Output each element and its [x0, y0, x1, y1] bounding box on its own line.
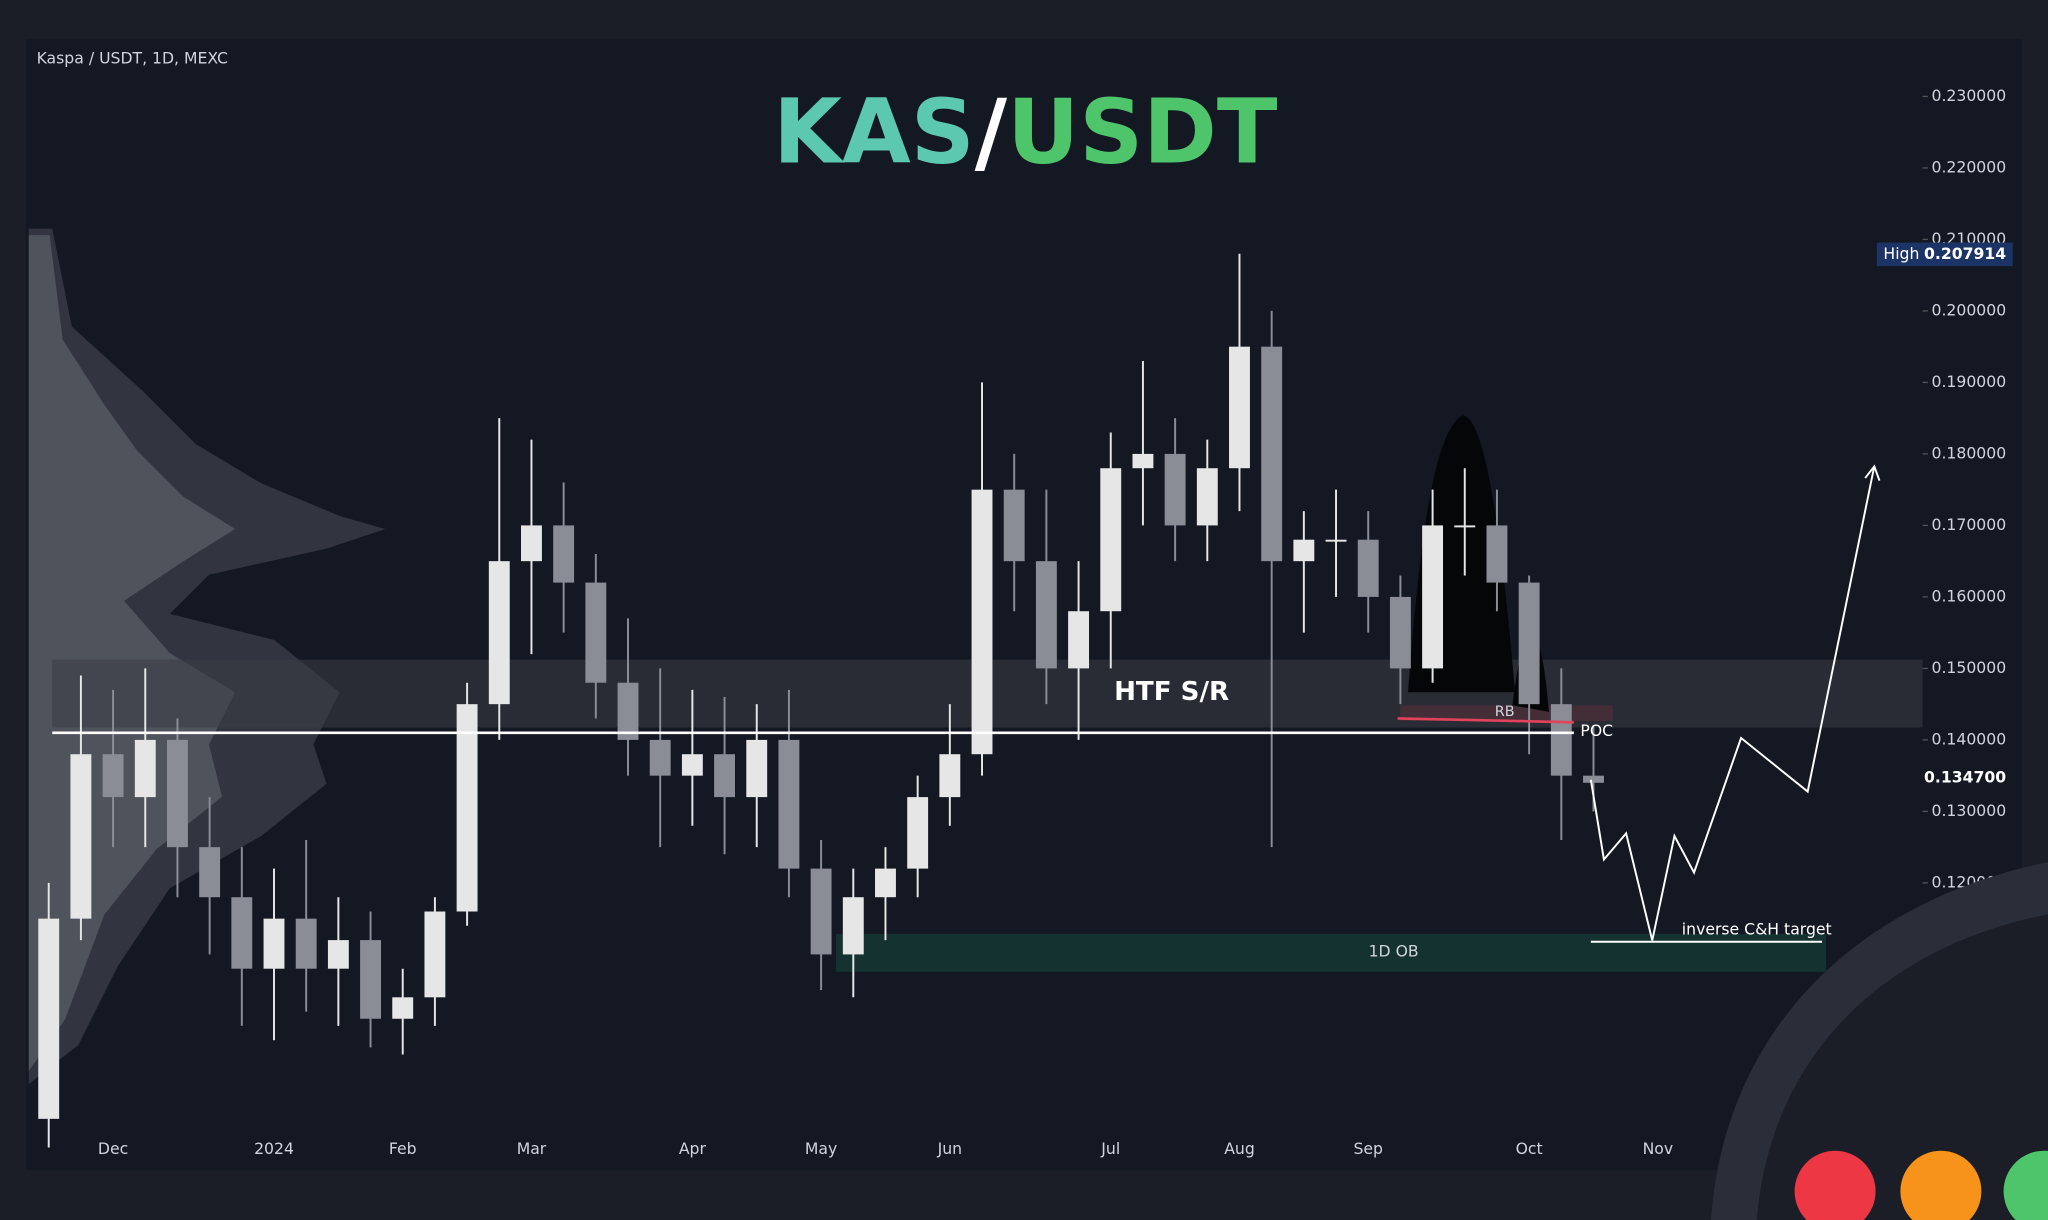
- x-tick-label: 2024: [254, 1139, 294, 1158]
- x-tick-label: Dec: [98, 1139, 128, 1158]
- candle-body: [939, 754, 961, 798]
- candle-body: [1454, 525, 1476, 528]
- candle-body: [1068, 611, 1090, 669]
- candle-body: [456, 704, 478, 912]
- candle-body: [617, 682, 639, 740]
- y-tick-label: 0.230000: [1931, 86, 2006, 105]
- candle-body: [521, 525, 542, 562]
- candle-body: [1261, 346, 1283, 562]
- last-price-label: 0.134700: [1924, 767, 2006, 786]
- candle-body: [70, 754, 92, 919]
- htf-label: HTF S/R: [1114, 677, 1229, 707]
- y-tick-label: 0.180000: [1931, 443, 2006, 462]
- candle-body: [746, 739, 768, 798]
- candle-body: [971, 489, 993, 755]
- candle-body: [392, 997, 414, 1019]
- candle-body: [1164, 453, 1186, 526]
- title-separator: /: [975, 81, 1008, 184]
- candle-body: [1550, 704, 1572, 776]
- candle-body: [1132, 453, 1154, 469]
- candle-body: [38, 918, 60, 1119]
- candle-body: [1035, 561, 1057, 669]
- chart-header: Kaspa / USDT, 1D, MEXC: [37, 48, 228, 67]
- poc-label: POC: [1580, 721, 1613, 740]
- chart-title: KAS/USDT: [773, 81, 1278, 184]
- candle-body: [1357, 539, 1379, 597]
- title-base: KAS: [773, 81, 974, 184]
- projection-arrow: [1864, 464, 1881, 482]
- candle-body: [1100, 468, 1122, 612]
- candle-body: [1229, 346, 1250, 469]
- dot-orange: [1900, 1150, 1982, 1220]
- candle-body: [1325, 539, 1347, 542]
- x-tick-label: Feb: [389, 1139, 417, 1158]
- candle-body: [714, 754, 736, 798]
- candles: [38, 253, 1604, 1148]
- candle-body: [585, 582, 607, 683]
- candle-body: [553, 525, 575, 583]
- candle-body: [360, 940, 381, 1019]
- ob-label: 1D OB: [1369, 942, 1419, 961]
- y-tick-label: 0.160000: [1931, 586, 2006, 605]
- axes: 0.2300000.2200000.2100000.2000000.190000…: [98, 86, 2015, 1158]
- candle-body: [1003, 489, 1025, 562]
- x-tick-label: Aug: [1224, 1139, 1255, 1158]
- y-tick-label: 0.140000: [1931, 729, 2006, 748]
- candle-body: [1389, 596, 1411, 669]
- candle-body: [167, 739, 188, 848]
- high-marker-name: High: [1883, 244, 1919, 263]
- candle-body: [1422, 525, 1444, 669]
- candle-body: [810, 868, 832, 955]
- y-tick-label: 0.170000: [1931, 515, 2006, 534]
- x-tick-label: Nov: [1643, 1139, 1674, 1158]
- candle-body: [649, 739, 671, 776]
- y-tick-label: 0.220000: [1931, 157, 2006, 176]
- rb-line: [1397, 717, 1574, 724]
- candle-body: [263, 918, 285, 969]
- y-tick-label: 0.150000: [1931, 658, 2006, 677]
- candle-body: [424, 911, 446, 998]
- x-tick-label: Sep: [1353, 1139, 1383, 1158]
- candle-body: [102, 754, 124, 798]
- candle-body: [199, 847, 221, 898]
- candle-body: [907, 797, 929, 869]
- dot-red: [1794, 1150, 1876, 1220]
- candle-body: [875, 868, 896, 898]
- title-quote: USDT: [1007, 81, 1278, 184]
- candle-body: [842, 897, 864, 955]
- x-tick-label: Jul: [1100, 1139, 1120, 1158]
- corner-decoration-inner: [1756, 914, 2048, 1220]
- candle-body: [1293, 539, 1315, 562]
- candle-body: [681, 754, 703, 776]
- candle-body: [1518, 582, 1540, 705]
- x-tick-label: Oct: [1516, 1139, 1543, 1158]
- high-marker-box: [1876, 242, 2013, 267]
- candle-body: [134, 739, 156, 798]
- y-tick-label: 0.130000: [1931, 801, 2006, 820]
- target-label: inverse C&H target: [1682, 920, 1832, 939]
- x-tick-label: Mar: [517, 1139, 547, 1158]
- x-tick-label: May: [805, 1139, 837, 1158]
- high-marker-value: 0.207914: [1924, 244, 2006, 263]
- rb-label: RB: [1495, 704, 1515, 720]
- candle-body: [1486, 525, 1508, 583]
- candle-body: [295, 918, 317, 969]
- candle-body: [1196, 468, 1218, 526]
- x-tick-label: Jun: [937, 1139, 962, 1158]
- candle-body: [231, 897, 253, 969]
- candle-body: [327, 940, 349, 969]
- candle-body: [1583, 775, 1604, 783]
- y-tick-label: 0.190000: [1931, 372, 2006, 391]
- projection-path: [1589, 466, 1876, 941]
- candle-body: [488, 561, 510, 705]
- ob-zone: [835, 933, 1826, 972]
- dot-green: [2003, 1150, 2048, 1220]
- last-price-box: [1927, 766, 2015, 790]
- y-tick-label: 0.200000: [1931, 300, 2006, 319]
- candle-body: [778, 739, 800, 869]
- x-tick-label: Apr: [679, 1139, 707, 1158]
- chart-panel: [26, 39, 2022, 1171]
